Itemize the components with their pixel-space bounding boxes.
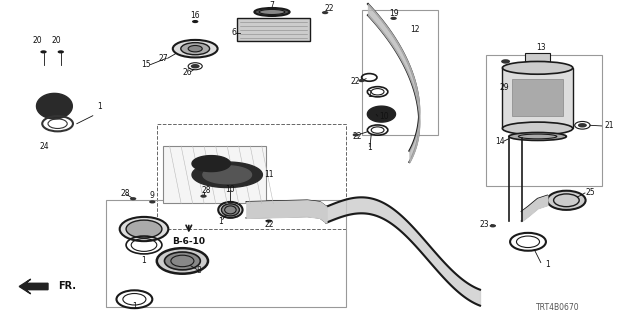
Text: 6: 6 [231,28,236,37]
Circle shape [578,123,587,128]
Ellipse shape [221,204,239,216]
Text: 15: 15 [141,60,151,69]
Text: 14: 14 [495,137,506,146]
Text: 16: 16 [190,11,200,20]
Text: 28: 28 [120,189,129,198]
Circle shape [149,200,156,204]
Text: 29: 29 [499,83,509,92]
Text: 8: 8 [196,266,201,275]
Text: 11: 11 [264,170,273,179]
Circle shape [390,17,397,20]
FancyBboxPatch shape [163,146,266,204]
Text: 20: 20 [32,36,42,45]
Text: 1: 1 [367,143,372,152]
Text: 13: 13 [536,43,546,52]
Polygon shape [367,106,396,122]
Text: 22: 22 [325,4,334,13]
FancyBboxPatch shape [525,53,550,68]
Text: 1: 1 [218,217,223,226]
Ellipse shape [509,132,566,140]
Text: 19: 19 [388,9,399,18]
Text: 23: 23 [480,220,490,229]
Text: 1: 1 [97,102,102,111]
FancyBboxPatch shape [502,68,573,129]
Circle shape [200,195,207,198]
Ellipse shape [188,45,202,52]
Ellipse shape [180,43,210,55]
Ellipse shape [502,61,573,74]
Ellipse shape [255,8,290,16]
Text: 25: 25 [586,188,595,197]
Circle shape [126,220,162,238]
Circle shape [353,133,359,136]
Circle shape [358,79,365,82]
Text: 22: 22 [352,132,362,141]
Circle shape [191,64,200,68]
Circle shape [40,50,47,53]
Text: 7: 7 [269,1,275,10]
Circle shape [58,50,64,53]
Text: 1: 1 [367,90,372,99]
Circle shape [490,224,496,228]
Polygon shape [192,162,262,188]
Text: 1: 1 [132,302,137,311]
Circle shape [164,252,200,270]
Ellipse shape [218,202,243,218]
FancyBboxPatch shape [237,18,310,41]
Polygon shape [192,156,230,172]
Text: B-6-10: B-6-10 [172,237,205,246]
Ellipse shape [173,40,218,58]
Polygon shape [203,166,252,184]
Text: 28: 28 [202,186,211,195]
Text: 26: 26 [182,68,192,77]
Circle shape [192,20,198,23]
Circle shape [547,191,586,210]
Text: 22: 22 [350,77,360,86]
Polygon shape [36,93,72,119]
Text: 24: 24 [40,141,50,150]
Text: 1: 1 [545,260,550,269]
Circle shape [322,11,328,14]
Text: 10: 10 [225,185,236,194]
Circle shape [157,248,208,274]
Text: 22: 22 [264,220,273,229]
Circle shape [266,220,272,223]
FancyBboxPatch shape [512,79,563,116]
Ellipse shape [502,122,573,135]
Text: TRT4B0670: TRT4B0670 [536,303,580,312]
Text: 21: 21 [605,121,614,131]
Circle shape [501,59,510,64]
Circle shape [130,197,136,200]
Text: 10: 10 [380,112,389,121]
Text: 12: 12 [410,25,419,34]
Text: 9: 9 [150,191,155,200]
Circle shape [120,217,168,241]
Ellipse shape [259,9,285,14]
Text: FR.: FR. [58,282,76,292]
Text: 27: 27 [158,54,168,63]
Polygon shape [19,279,48,294]
Text: 20: 20 [51,36,61,45]
Text: 1: 1 [141,256,147,266]
